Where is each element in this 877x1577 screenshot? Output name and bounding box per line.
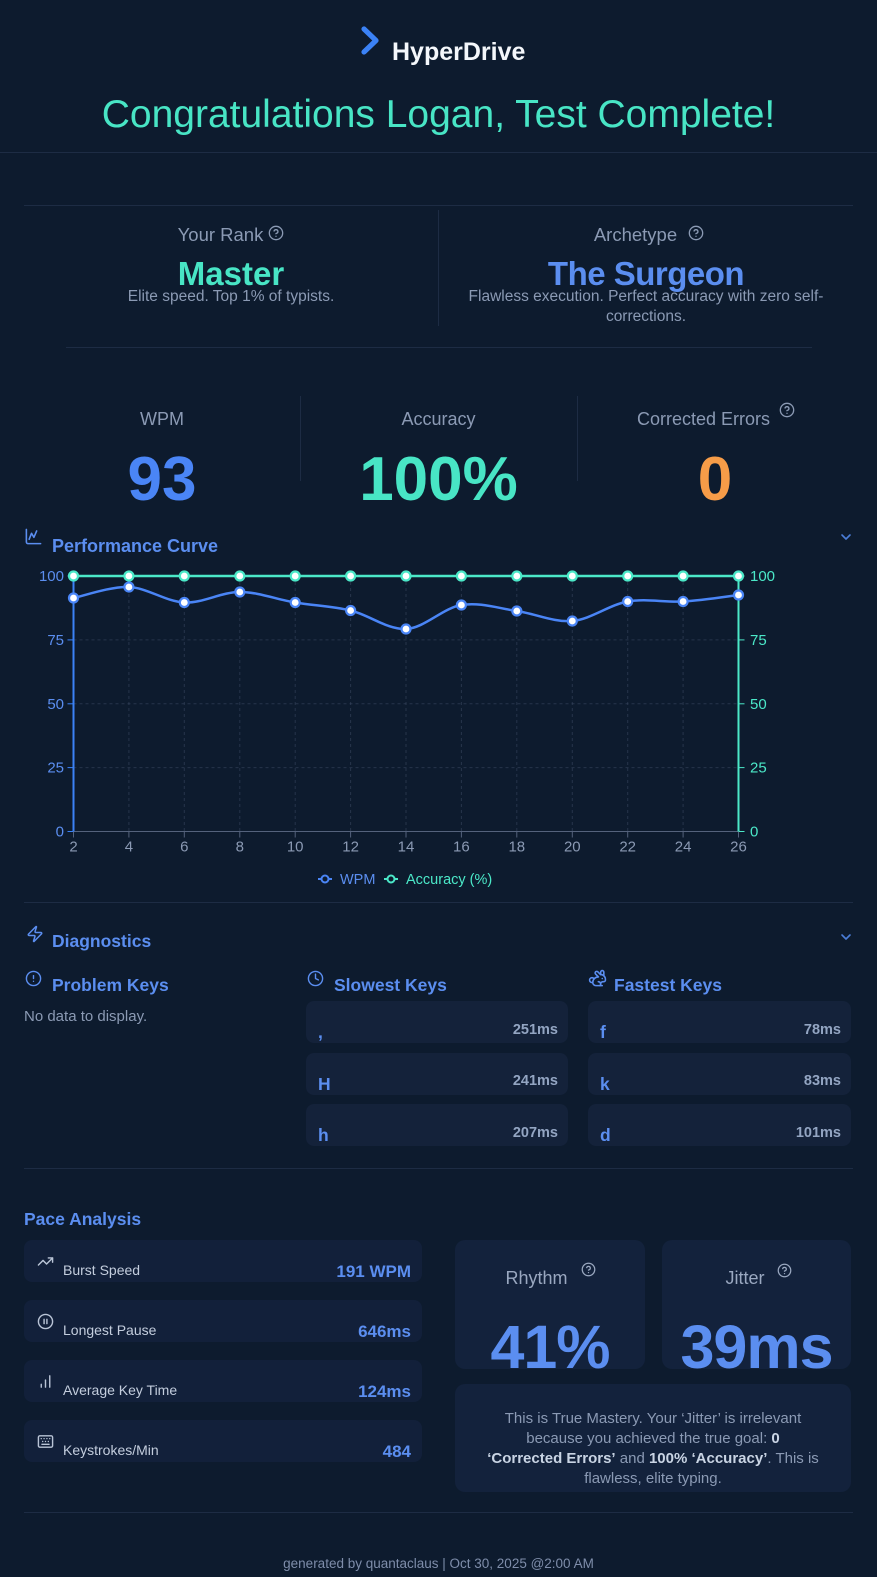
svg-text:16: 16 <box>453 839 470 856</box>
svg-text:8: 8 <box>236 839 244 856</box>
svg-text:100: 100 <box>750 568 775 585</box>
svg-text:WPM: WPM <box>340 872 375 888</box>
svg-text:22: 22 <box>619 839 636 856</box>
svg-text:75: 75 <box>750 632 767 649</box>
svg-text:26: 26 <box>730 839 747 856</box>
svg-text:75: 75 <box>47 632 64 649</box>
svg-text:Accuracy (%): Accuracy (%) <box>406 872 492 888</box>
svg-text:0: 0 <box>750 824 758 841</box>
svg-text:24: 24 <box>675 839 692 856</box>
svg-text:14: 14 <box>398 839 415 856</box>
svg-text:4: 4 <box>125 839 133 856</box>
svg-text:20: 20 <box>564 839 581 856</box>
svg-text:0: 0 <box>56 824 64 841</box>
svg-text:2: 2 <box>69 839 77 856</box>
svg-text:18: 18 <box>508 839 525 856</box>
svg-text:25: 25 <box>750 760 767 777</box>
svg-text:12: 12 <box>342 839 359 856</box>
svg-text:6: 6 <box>180 839 188 856</box>
svg-text:50: 50 <box>750 696 767 713</box>
svg-text:25: 25 <box>47 760 64 777</box>
svg-text:100: 100 <box>39 568 64 585</box>
svg-text:10: 10 <box>287 839 304 856</box>
svg-text:50: 50 <box>47 696 64 713</box>
